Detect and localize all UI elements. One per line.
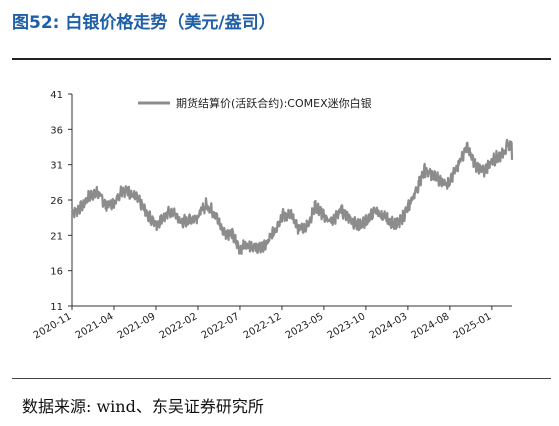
data-point xyxy=(239,248,241,250)
data-point xyxy=(373,209,375,211)
series-line-comex-mini-silver xyxy=(70,138,514,255)
x-tick-label: 2023-10 xyxy=(326,311,368,341)
source-note: 数据来源: wind、东吴证券研究所 xyxy=(22,397,264,416)
data-point xyxy=(356,225,358,227)
data-point xyxy=(197,215,199,217)
x-axis: 2020-11 2021-04 2021-09 2022-02 2022-07 2022-… xyxy=(32,305,512,341)
x-tick-label: 2021-09 xyxy=(116,311,158,341)
data-point xyxy=(390,221,392,223)
data-point xyxy=(230,233,232,235)
data-point xyxy=(331,221,333,223)
data-point xyxy=(205,203,207,205)
y-tick-label: 26 xyxy=(50,196,63,207)
data-point xyxy=(121,187,123,189)
y-tick-label: 11 xyxy=(50,302,63,313)
x-tick-label: 2023-05 xyxy=(284,311,326,341)
top-rule xyxy=(12,58,551,60)
x-tick-label: 2024-03 xyxy=(368,311,410,341)
data-point xyxy=(340,209,342,211)
x-tick-label: 2020-11 xyxy=(32,311,74,341)
data-point xyxy=(264,245,266,247)
data-point xyxy=(449,182,451,184)
x-tick-label: 2022-07 xyxy=(200,311,242,341)
y-tick-label: 31 xyxy=(50,161,63,172)
data-point xyxy=(482,171,484,173)
data-point xyxy=(407,207,409,209)
data-point xyxy=(172,211,174,213)
data-point xyxy=(289,214,291,216)
data-point xyxy=(214,212,216,214)
data-point xyxy=(432,174,434,176)
data-point xyxy=(507,144,509,146)
y-tick-label: 16 xyxy=(50,267,63,278)
data-point xyxy=(138,200,140,202)
figure-title: 图52: 白银价格走势（美元/盎司） xyxy=(12,13,276,33)
data-point xyxy=(113,202,115,204)
x-tick-label: 2024-08 xyxy=(410,311,452,341)
y-tick-label: 36 xyxy=(50,125,63,136)
data-point xyxy=(348,216,350,218)
data-point xyxy=(499,154,501,156)
x-tick-label: 2022-12 xyxy=(242,311,284,341)
data-point xyxy=(423,169,425,171)
data-point xyxy=(79,207,81,209)
data-point xyxy=(188,218,190,220)
data-point xyxy=(96,191,98,193)
data-point xyxy=(491,159,493,161)
x-tick-label: 2021-04 xyxy=(74,311,116,341)
x-tick-label: 2025-01 xyxy=(452,311,494,341)
data-point xyxy=(398,222,400,224)
data-point xyxy=(314,204,316,206)
y-tick-label: 41 xyxy=(50,90,63,101)
data-point xyxy=(88,195,90,197)
y-tick-label: 21 xyxy=(50,231,63,242)
data-point xyxy=(71,212,73,214)
data-point xyxy=(474,163,476,165)
data-point xyxy=(272,231,274,233)
data-point xyxy=(104,204,106,206)
data-point xyxy=(222,231,224,233)
data-point xyxy=(163,214,165,216)
data-point xyxy=(440,180,442,182)
data-point xyxy=(381,215,383,217)
series-layer xyxy=(70,138,514,255)
bottom-rule xyxy=(12,378,551,379)
data-point xyxy=(365,221,367,223)
legend-label: 期货结算价(活跃合约):COMEX迷你白银 xyxy=(176,96,372,110)
legend: 期货结算价(活跃合约):COMEX迷你白银 xyxy=(138,96,372,110)
data-point xyxy=(457,163,459,165)
data-point xyxy=(281,214,283,216)
data-point xyxy=(465,146,467,148)
data-point xyxy=(306,224,308,226)
data-point xyxy=(247,243,249,245)
data-point xyxy=(155,224,157,226)
data-point xyxy=(415,189,417,191)
data-point xyxy=(298,228,300,230)
data-point xyxy=(180,221,182,223)
y-axis: 41 36 31 26 21 16 11 xyxy=(50,90,73,313)
x-tick-label: 2022-02 xyxy=(158,311,200,341)
data-point xyxy=(146,214,148,216)
data-point xyxy=(256,247,258,249)
data-point xyxy=(130,192,132,194)
data-point xyxy=(323,215,325,217)
